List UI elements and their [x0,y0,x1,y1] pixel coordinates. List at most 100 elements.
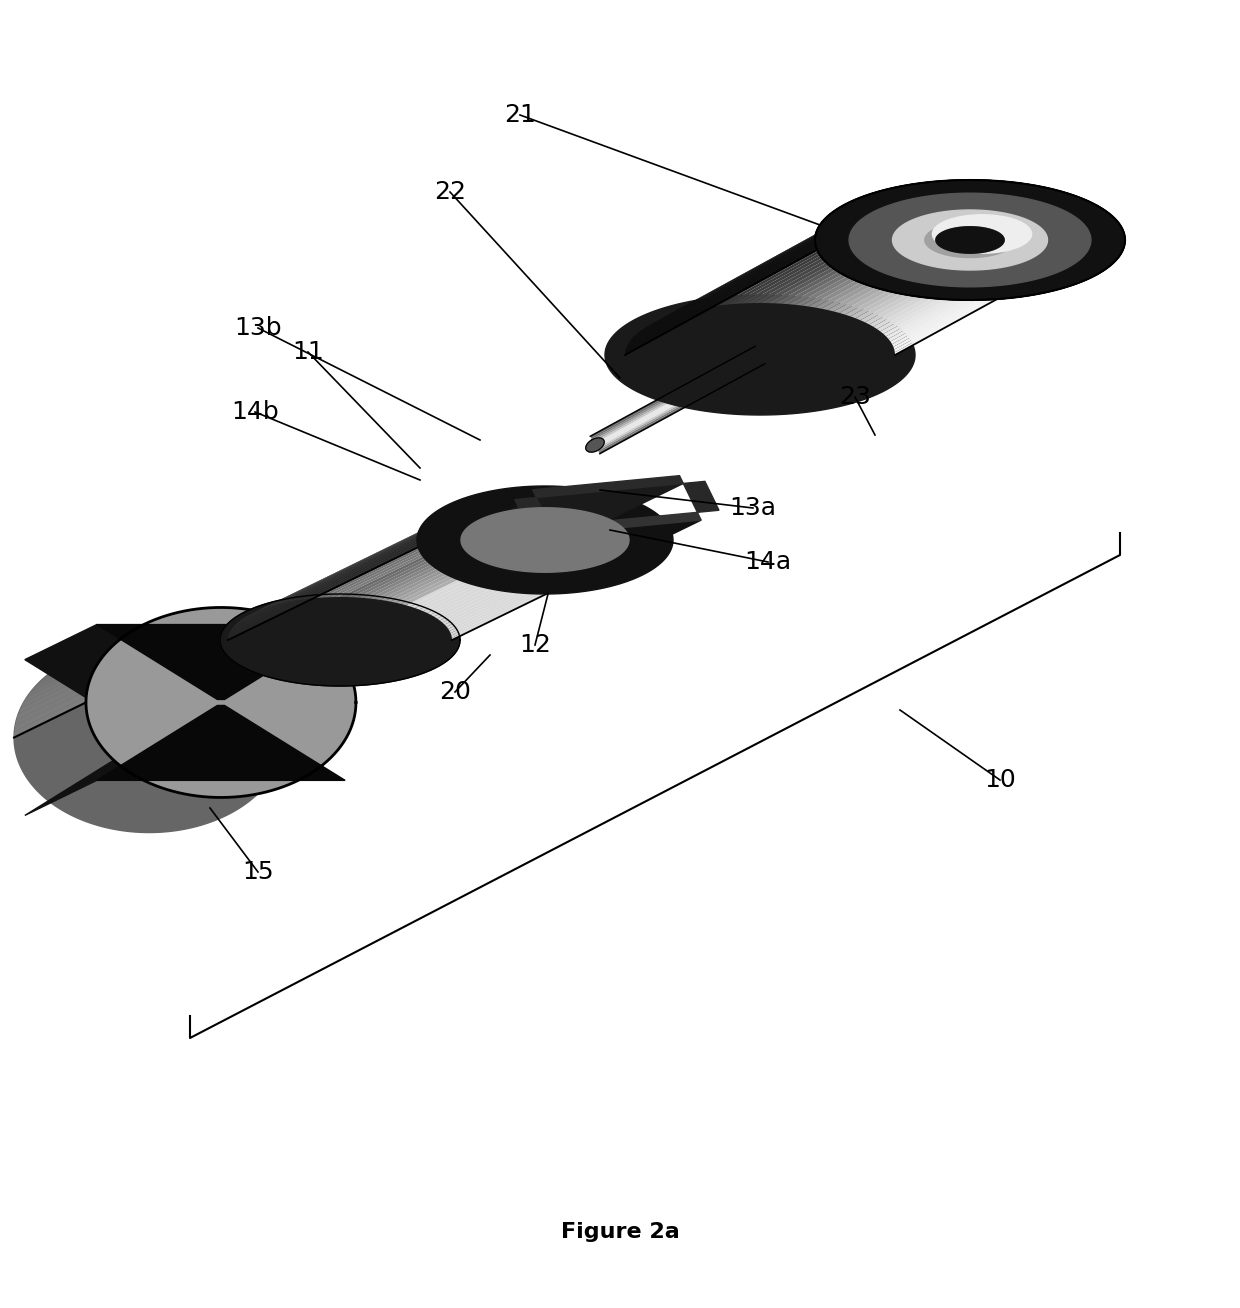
Polygon shape [381,500,590,600]
Polygon shape [655,205,869,322]
Polygon shape [263,651,340,692]
Polygon shape [739,188,956,303]
Polygon shape [430,515,639,616]
Polygon shape [627,226,839,344]
Polygon shape [280,679,353,719]
Polygon shape [808,191,1025,307]
Polygon shape [233,525,440,627]
Polygon shape [281,684,355,726]
Polygon shape [533,476,683,497]
Polygon shape [363,498,574,599]
Polygon shape [815,192,1032,309]
Polygon shape [675,198,890,315]
Polygon shape [84,616,164,654]
Polygon shape [861,205,1075,322]
Polygon shape [848,192,1092,288]
Polygon shape [914,218,1027,262]
Polygon shape [14,642,284,832]
Polygon shape [241,518,448,620]
Polygon shape [640,215,853,331]
Polygon shape [815,181,1125,300]
Polygon shape [15,691,87,731]
Polygon shape [15,684,88,726]
Polygon shape [410,506,620,608]
Polygon shape [278,674,352,714]
Polygon shape [14,696,87,738]
Polygon shape [681,196,897,313]
Polygon shape [859,198,1081,283]
Polygon shape [593,351,759,442]
Polygon shape [789,190,1004,305]
Polygon shape [45,637,123,678]
Polygon shape [833,196,1049,313]
Polygon shape [19,674,93,714]
Polygon shape [815,181,1125,300]
Polygon shape [283,691,356,731]
Polygon shape [551,513,701,534]
Polygon shape [895,237,1105,354]
Polygon shape [415,508,624,610]
Polygon shape [346,497,557,598]
Polygon shape [746,188,963,303]
Polygon shape [21,667,95,708]
Polygon shape [279,502,489,604]
Polygon shape [866,207,1079,324]
Polygon shape [802,191,1018,306]
Polygon shape [434,517,642,619]
Polygon shape [166,608,247,645]
Polygon shape [683,481,719,513]
Polygon shape [401,504,611,606]
Text: 10: 10 [985,768,1016,793]
Polygon shape [305,498,516,599]
Polygon shape [446,527,653,629]
Polygon shape [894,234,1105,352]
Polygon shape [269,505,479,607]
Polygon shape [815,181,1125,300]
Polygon shape [595,354,761,446]
Polygon shape [605,296,915,415]
Polygon shape [725,190,942,305]
Polygon shape [427,513,636,615]
Polygon shape [856,203,1070,320]
Text: 14a: 14a [744,549,791,574]
Polygon shape [515,497,551,528]
Polygon shape [440,521,647,623]
Polygon shape [40,642,117,681]
Polygon shape [133,608,212,644]
Polygon shape [774,188,991,303]
Polygon shape [883,218,1096,336]
Polygon shape [636,216,849,334]
Polygon shape [374,500,585,600]
Polygon shape [35,646,112,687]
Polygon shape [236,522,443,625]
Polygon shape [27,657,103,697]
Polygon shape [932,215,1032,254]
Polygon shape [417,487,673,594]
Text: Figure 2a: Figure 2a [560,1222,680,1243]
Polygon shape [228,534,434,636]
Polygon shape [870,201,1070,279]
Polygon shape [596,358,763,450]
Polygon shape [257,510,466,611]
Polygon shape [698,192,915,309]
Text: 21: 21 [505,103,536,127]
Polygon shape [63,625,141,664]
Polygon shape [781,188,998,305]
Text: 13b: 13b [234,317,281,340]
Text: 22: 22 [434,181,466,204]
Polygon shape [242,633,320,672]
Polygon shape [482,521,701,569]
Polygon shape [893,232,1105,349]
Polygon shape [31,651,107,692]
Polygon shape [228,625,308,664]
Polygon shape [215,619,294,658]
Polygon shape [598,360,763,451]
Polygon shape [795,190,1012,306]
Polygon shape [16,679,91,719]
Polygon shape [880,216,1094,334]
Polygon shape [57,629,135,668]
Polygon shape [625,234,836,352]
Polygon shape [890,226,1102,344]
Polygon shape [396,502,606,604]
Polygon shape [451,535,657,638]
